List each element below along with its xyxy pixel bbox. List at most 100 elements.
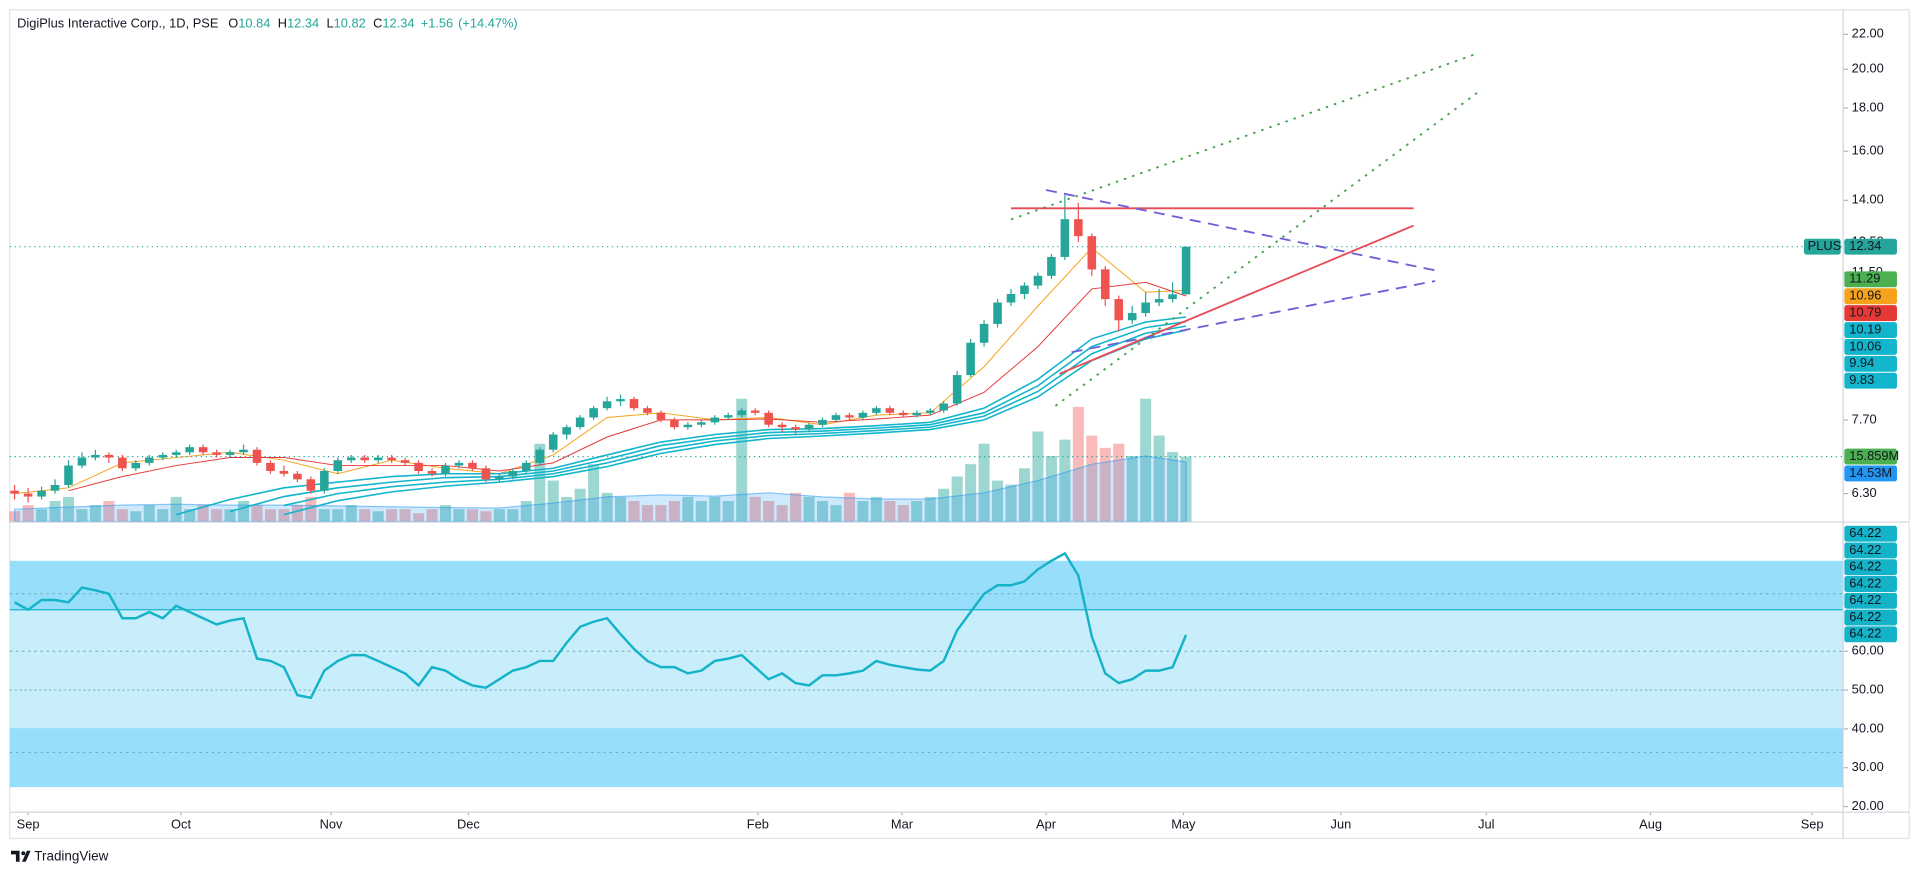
ma-tag: 10.06 (1849, 338, 1881, 353)
x-tick-label: May (1171, 816, 1196, 831)
candle-body (1006, 293, 1016, 303)
candle-body (1020, 285, 1029, 294)
candle-body (481, 468, 491, 480)
volume-bar (507, 509, 519, 522)
y-tick-label: 16.00 (1852, 143, 1884, 158)
volume-bar (224, 509, 236, 522)
volume-bar (561, 496, 573, 522)
candle-body (939, 403, 948, 411)
rsi-tick-label: 30.00 (1852, 759, 1884, 774)
candle-body (468, 462, 477, 469)
x-tick-label: Jun (1331, 816, 1352, 831)
candle-body (441, 465, 450, 474)
candle-body (791, 427, 800, 430)
volume-bar (911, 501, 923, 522)
candle-body (818, 419, 827, 425)
x-tick-label: Mar (891, 816, 914, 831)
rsi-tag-box (1844, 559, 1897, 576)
rsi-tag: 64.22 (1849, 525, 1881, 540)
volume-bar (534, 443, 546, 522)
trend-drawing (1054, 91, 1479, 407)
volume-bar (817, 501, 829, 522)
volume-bar (601, 492, 613, 522)
moving-average (14, 247, 1187, 495)
volume-bar (709, 496, 721, 522)
change: +1.56 (421, 16, 453, 31)
candle-body (37, 490, 46, 497)
volume-bar (1086, 435, 1098, 522)
candle-body (952, 375, 962, 404)
rsi-tag-box (1844, 609, 1897, 626)
candle-body (616, 399, 625, 402)
candle-body (508, 471, 518, 477)
volume-bar (453, 509, 465, 522)
candle-body (1154, 299, 1164, 303)
trend-drawing (1071, 280, 1436, 354)
rsi-band (9, 560, 1844, 610)
ma-tag-box (1844, 338, 1897, 355)
ma-tag-box (1844, 322, 1897, 338)
candle-body (333, 460, 343, 472)
moving-average (229, 320, 1187, 513)
volume-tag: 14.53M (1849, 465, 1892, 480)
candle-body (64, 465, 73, 485)
volume-bar (857, 501, 869, 522)
candle-body (91, 454, 100, 458)
candle-body (320, 471, 329, 491)
volume-tag-box (1844, 448, 1897, 465)
volume-bar (1059, 439, 1071, 522)
volume-bar (372, 511, 384, 522)
volume-bar (843, 492, 855, 522)
volume-bar (493, 509, 505, 522)
candle-body (360, 457, 369, 461)
candle-body (885, 408, 895, 413)
ohlc-value: 12.34 (382, 16, 414, 31)
trend-drawing (1045, 189, 1436, 272)
candle-body (1100, 269, 1110, 300)
candle-body (373, 457, 383, 461)
candle-body (131, 462, 141, 469)
candle-body (171, 452, 181, 455)
ma-tag: 10.79 (1849, 305, 1881, 320)
volume-bar (655, 505, 667, 522)
candle-body (252, 449, 262, 463)
volume-bar (722, 501, 734, 522)
candle-body (979, 323, 989, 343)
candle-body (575, 417, 585, 428)
volume-bar (1005, 484, 1017, 522)
volume-bar (386, 509, 398, 522)
volume-bar (1032, 431, 1044, 522)
volume-bar (22, 505, 34, 522)
y-tick-label: 14.00 (1852, 192, 1884, 207)
candle-body (602, 401, 612, 409)
volume-bar (318, 509, 330, 522)
volume-bar (251, 505, 263, 522)
volume-bar (89, 505, 101, 522)
volume-bar (776, 505, 788, 522)
volume-bar (305, 496, 317, 522)
volume-bar (682, 496, 694, 522)
volume-bar (992, 480, 1004, 522)
volume-bar (628, 501, 640, 522)
volume-bar (1045, 456, 1057, 522)
volume-bar (615, 496, 627, 522)
moving-average (283, 329, 1187, 516)
candle-body (872, 408, 881, 413)
ma-tag-box (1844, 355, 1897, 372)
ma-tag: 10.19 (1849, 321, 1881, 336)
candle-body (1127, 313, 1137, 321)
volume-bar (197, 505, 209, 522)
candle-body (670, 419, 679, 428)
volume-bar (170, 496, 182, 522)
rsi-tick-label: 50.00 (1852, 681, 1884, 696)
change-pct: (+14.47%) (458, 16, 518, 31)
candle-body (266, 462, 275, 472)
volume-ma-area (14, 455, 1187, 523)
x-tick-label: Nov (320, 816, 343, 831)
volume-bar (466, 509, 478, 522)
candle-body (710, 417, 720, 423)
ma-tag: 10.96 (1849, 288, 1881, 303)
volume-bar (332, 509, 344, 522)
footer-brand: TradingView (34, 848, 108, 863)
candle-body (495, 476, 504, 480)
